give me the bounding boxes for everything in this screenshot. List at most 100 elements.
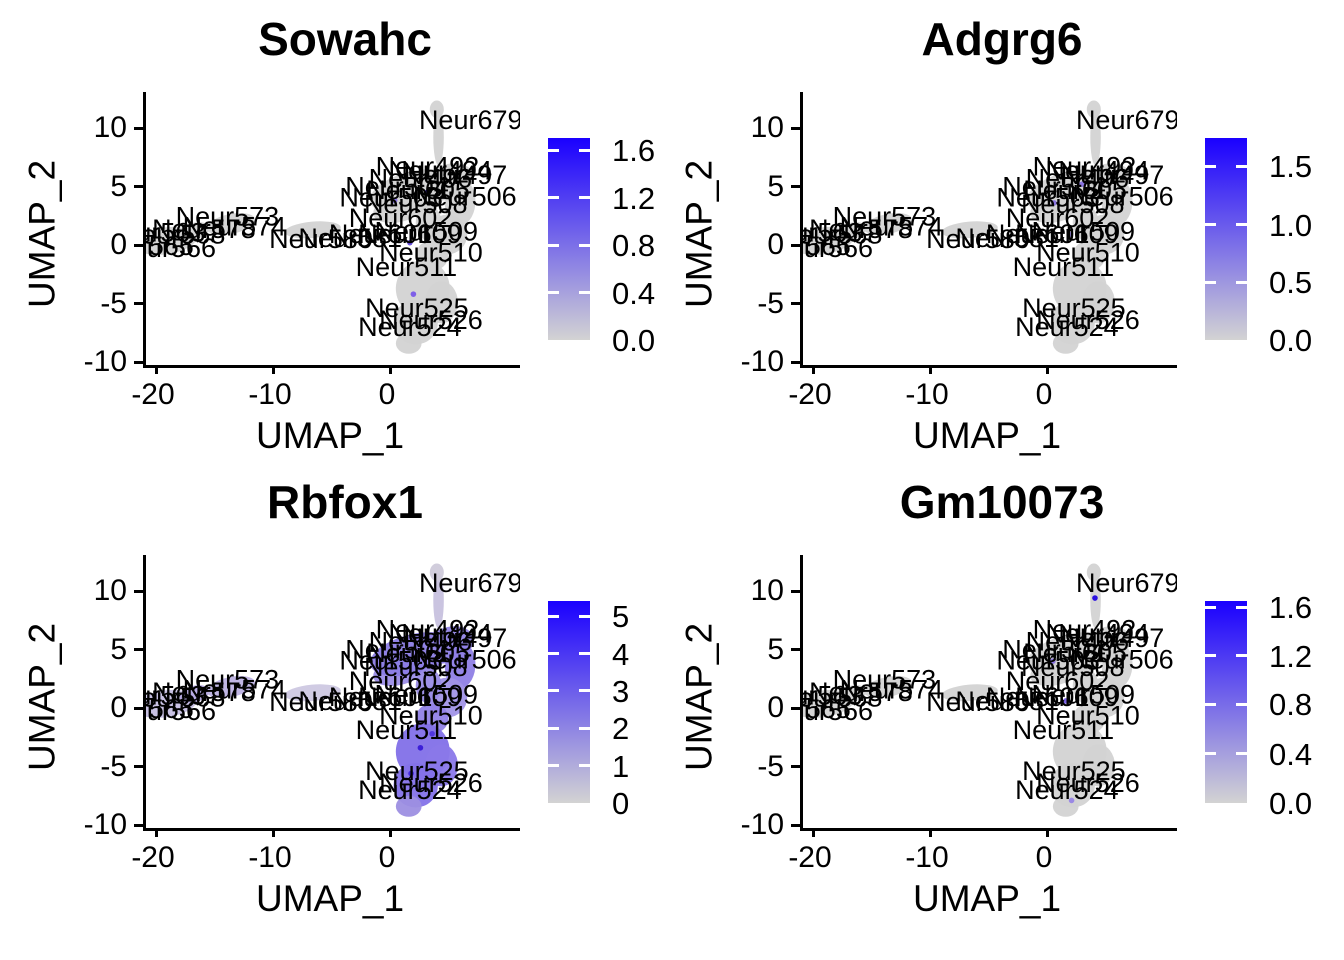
umap-point-cloud (206, 212, 256, 235)
colorbar-tick-mark (548, 652, 559, 656)
umap-point-cloud (206, 675, 256, 698)
y-tick-label: 5 (767, 632, 784, 666)
y-axis-tick (791, 360, 800, 364)
cluster-label: Neur509 (1031, 217, 1135, 247)
y-tick-label: -5 (757, 749, 784, 783)
y-axis-tick (134, 126, 143, 130)
plot-area: Neur679 Neur492 Neur494 Neur497 Neur496 Neur5… (791, 92, 1177, 374)
cluster-label: Neur601 (986, 682, 1090, 712)
umap-point-cloud (433, 572, 444, 629)
y-tick-label: 5 (110, 632, 127, 666)
x-tick-label: -20 (131, 841, 175, 874)
cluster-label: Neur504 (345, 172, 449, 202)
cluster-label: Neur565 (803, 694, 851, 724)
umap-point-cloud (284, 684, 341, 702)
colorbar (548, 138, 590, 340)
umap-point-cloud (863, 675, 913, 698)
colorbar (1205, 601, 1247, 803)
cluster-label: Neur574 (840, 211, 944, 241)
umap-scatter-canvas: Neur679Neur492Neur494Neur497Neur496Neur5… (803, 563, 1177, 817)
colorbar-tick-mark (548, 726, 559, 730)
cluster-label: Neur525 (365, 756, 469, 786)
x-tick-label: -20 (131, 378, 175, 411)
y-axis-tick (134, 823, 143, 827)
cluster-label: Neur580 (269, 687, 373, 717)
cluster-label: Neur497 (404, 160, 508, 190)
y-tick-label: 0 (110, 228, 127, 261)
colorbar-tick-mark (579, 148, 590, 152)
colorbar-tick-label: 3 (612, 673, 630, 709)
x-tick-label: -10 (248, 841, 292, 874)
cluster-label: Neur503 (996, 646, 1100, 676)
cluster-label: Neur573 (176, 664, 280, 694)
expressing-cell-dot (391, 197, 398, 204)
umap-point-cloud (179, 222, 210, 240)
cluster-label: Neur511 (1013, 715, 1115, 745)
cluster-label: Neur497 (1061, 623, 1165, 653)
cluster-label: Neur602 (349, 203, 453, 233)
cluster-label: Neur506 (1070, 644, 1174, 674)
expressing-cell-dot (429, 730, 435, 737)
cluster-label: Neur563 (803, 218, 862, 248)
cluster-label: Neur609 (1015, 219, 1119, 249)
cluster-label: Neur510 (379, 701, 483, 731)
colorbar-tick-mark (579, 689, 590, 693)
cluster-label: Neur508 (364, 652, 468, 682)
colorbar-tick-mark (1205, 702, 1216, 706)
colorbar-tick-label: 1 (612, 748, 630, 784)
cluster-label: Neur504 (1002, 172, 1106, 202)
cluster-label: Neur525 (1022, 756, 1126, 786)
cluster-label: Neur526 (1036, 768, 1140, 798)
cluster-label: Neur503 (339, 646, 443, 676)
colorbar-tick-mark (1236, 223, 1247, 227)
cluster-label: Neur605 (366, 638, 470, 668)
x-axis-tick (928, 828, 932, 837)
umap-point-cloud (863, 212, 913, 235)
colorbar (1205, 138, 1247, 340)
cluster-label: Neur574 (840, 674, 944, 704)
cluster-label: Neur566 (803, 233, 873, 263)
colorbar-tick-mark (1205, 654, 1216, 658)
colorbar-tick-mark (579, 291, 590, 295)
cluster-label: Neur566 (146, 233, 216, 263)
colorbar-tick-label: 0.0 (1269, 323, 1313, 358)
umap-point-cloud (1090, 109, 1101, 166)
x-axis-tick (388, 828, 392, 837)
cluster-label: Neur563 (803, 681, 862, 711)
colorbar-tick-mark (1236, 164, 1247, 168)
cluster-label: Neur601 (329, 682, 433, 712)
panel-title: Rbfox1 (267, 476, 423, 528)
cluster-label: Neur526 (379, 305, 483, 335)
x-axis-title: UMAP_1 (912, 415, 1062, 456)
cluster-label: Neur508 (364, 189, 468, 219)
cluster-label: Neur492 (1033, 615, 1137, 645)
colorbar-tick-mark (1205, 752, 1216, 755)
x-tick-label: -10 (248, 378, 292, 411)
expressing-cell-dot (424, 189, 431, 196)
colorbar-tick-mark (579, 614, 590, 618)
cluster-label: Neur506 (413, 644, 517, 674)
y-tick-label: 10 (93, 111, 127, 144)
y-tick-label: 10 (750, 574, 784, 607)
y-tick-label: 5 (767, 169, 784, 203)
colorbar-tick-mark (579, 764, 590, 768)
cluster-label: Neur580 (269, 224, 373, 254)
colorbar-tick-mark (548, 291, 559, 295)
y-axis-tick (134, 589, 143, 593)
umap-point-cloud (429, 563, 444, 582)
colorbar-tick-mark (548, 614, 559, 618)
expressing-cell-dot (408, 770, 414, 777)
umap-scatter-canvas: Neur679Neur492Neur494Neur497Neur496Neur5… (146, 100, 520, 354)
y-axis-tick (134, 360, 143, 364)
colorbar-tick-mark (1205, 223, 1216, 227)
cluster-label: Neur565 (803, 231, 851, 261)
x-axis-tick (811, 828, 815, 837)
cluster-label: Neur601 (329, 219, 433, 249)
umap-point-cloud (179, 685, 210, 703)
cluster-label: Neur511 (1013, 252, 1115, 282)
cluster-label: Neur496 (1026, 163, 1130, 193)
cluster-label: Neur602 (349, 666, 453, 696)
plot-area: Neur679 Neur492 Neur494 Neur497 Neur496 Neur5… (134, 555, 520, 837)
x-tick-label: 0 (378, 378, 396, 411)
umap-scatter-canvas: Neur679Neur492Neur494Neur497Neur496Neur5… (803, 100, 1177, 354)
